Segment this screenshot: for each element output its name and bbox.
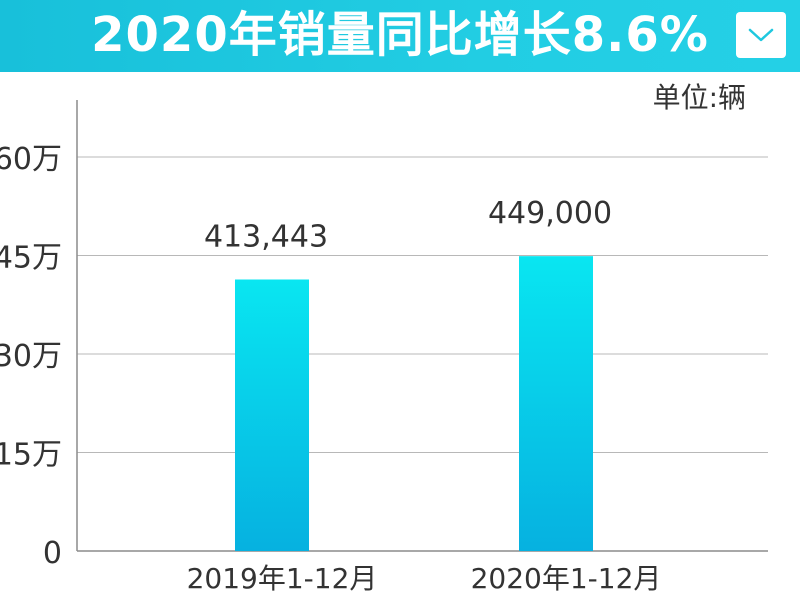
bar-1	[235, 279, 309, 551]
x-tick-label: 2020年1-12月	[471, 562, 662, 595]
x-category-labels: 2019年1-12月 2020年1-12月	[187, 562, 662, 595]
data-label: 449,000	[488, 196, 612, 231]
y-tick-label: 30万	[0, 339, 62, 374]
data-label: 413,443	[204, 220, 328, 255]
gridlines	[77, 156, 768, 453]
y-tick-label: 0	[43, 536, 62, 571]
title-banner: 2020年销量同比增长8.6%	[0, 0, 800, 72]
y-tick-label: 45万	[0, 241, 62, 276]
bars	[235, 256, 593, 551]
chevron-down-icon	[748, 28, 774, 42]
x-tick-label: 2019年1-12月	[187, 562, 378, 595]
dropdown-button[interactable]	[736, 12, 786, 58]
unit-label: 单位:辆	[652, 81, 746, 114]
chart-title: 2020年销量同比增长8.6%	[91, 7, 709, 63]
y-tick-label: 15万	[0, 438, 62, 473]
data-labels: 413,443 449,000	[204, 196, 612, 254]
axes	[76, 100, 768, 552]
y-tick-label: 60万	[0, 142, 62, 177]
bar-2	[519, 256, 593, 551]
y-tick-labels: 0 15万 30万 45万 60万	[0, 142, 62, 571]
